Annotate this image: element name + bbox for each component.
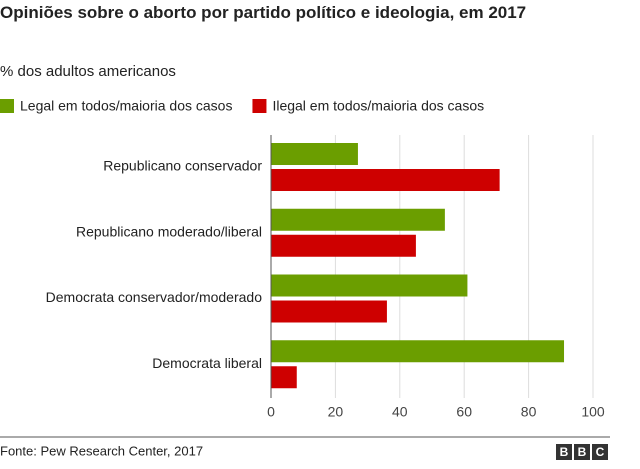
x-tick-label: 20 — [328, 404, 344, 420]
source: Fonte: Pew Research Center, 2017 — [0, 443, 203, 458]
bar — [271, 366, 297, 389]
bar — [271, 143, 358, 165]
logo-letter: B — [578, 445, 587, 459]
bar — [271, 208, 445, 231]
y-tick-label: Republicano moderado/liberal — [76, 223, 262, 239]
bar — [271, 300, 387, 323]
logo-box — [574, 444, 590, 460]
logo-box — [556, 444, 572, 460]
y-tick-label: Democrata liberal — [152, 355, 262, 371]
y-tick-label: Democrata conservador/moderado — [46, 289, 263, 305]
x-tick-label: 60 — [456, 404, 472, 420]
bar — [271, 340, 565, 363]
legend-swatch — [252, 99, 267, 113]
chart-title: Opiniões sobre o aborto por partido polí… — [0, 3, 527, 22]
legend-label: Ilegal em todos/maioria dos casos — [272, 98, 484, 114]
bar — [271, 234, 416, 257]
title-box: Opiniões sobre o aborto por partido polí… — [0, 3, 527, 22]
chart-subtitle: % dos adultos americanos — [0, 63, 176, 80]
logo-box — [592, 444, 608, 460]
bar — [271, 274, 468, 297]
x-tick-label: 100 — [581, 404, 605, 420]
legend-label: Legal em todos/maioria dos casos — [20, 98, 232, 114]
legend-swatch — [0, 99, 14, 113]
x-tick-label: 0 — [267, 404, 275, 420]
bar — [271, 169, 500, 191]
y-tick-label: Republicano conservador — [103, 158, 262, 174]
x-tick-label: 40 — [392, 404, 408, 420]
x-tick-label: 80 — [521, 404, 537, 420]
logo-letter: C — [596, 445, 605, 459]
logo-letter: B — [560, 445, 569, 459]
